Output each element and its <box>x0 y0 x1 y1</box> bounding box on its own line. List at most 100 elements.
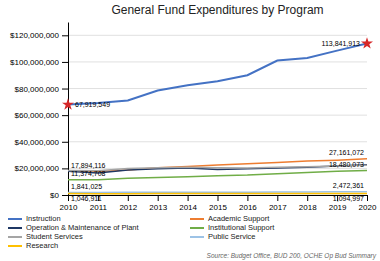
legend-item: Academic Support <box>190 214 270 223</box>
x-tick: 2016 <box>239 195 257 212</box>
markers <box>62 37 373 110</box>
title: General Fund Expenditures by Program <box>111 3 323 17</box>
x-tick: 2014 <box>179 195 197 212</box>
x-tick-mark <box>158 195 159 201</box>
x-tick-label: 2019 <box>329 203 347 212</box>
x-tick: 2017 <box>269 195 287 212</box>
y-tick: $20,000,000 <box>15 164 69 173</box>
x-tick: 2012 <box>119 195 137 212</box>
x-tick-label: 2013 <box>149 203 167 212</box>
x-tick: 2013 <box>149 195 167 212</box>
x-tick-mark <box>128 195 129 201</box>
legend-swatch <box>8 218 22 220</box>
legend-label: Research <box>26 241 58 250</box>
y-tick: $80,000,000 <box>15 85 69 94</box>
y-tick-label: $80,000,000 <box>15 85 60 94</box>
legend: Instruction Academic Support Operation & M… <box>8 214 275 250</box>
legend-swatch <box>8 236 22 238</box>
x-tick-label: 2016 <box>239 203 257 212</box>
x-tick-label: 2020 <box>359 203 377 212</box>
legend-label: Operation & Maintenance of Plant <box>26 223 139 232</box>
x-tick-mark <box>68 195 69 201</box>
plot-area: 2010 2011 2012 2013 2014 2015 2016 2017 2018 2019… <box>10 23 377 212</box>
y-tick-mark <box>62 89 68 90</box>
legend-item: Public Service <box>190 232 256 241</box>
x-tick-mark <box>307 195 308 201</box>
y-tick-label: $20,000,000 <box>15 164 60 173</box>
legend-item: Operation & Maintenance of Plant <box>8 223 139 232</box>
value-label: 2,472,361 <box>333 182 364 189</box>
star-marker <box>62 98 74 109</box>
x-tick-mark <box>367 195 368 201</box>
x-tick-label: 2011 <box>90 203 108 212</box>
series-line <box>68 165 367 170</box>
series-line <box>68 193 367 195</box>
grid-line <box>68 141 367 142</box>
value-label: 11,374,708 <box>71 170 106 177</box>
value-label: 18,480,073 <box>329 161 364 168</box>
legend-label: Academic Support <box>208 214 270 223</box>
value-label: 67,919,549 <box>75 101 110 108</box>
legend-item: Student Services <box>8 232 83 241</box>
legend-swatch <box>190 236 204 238</box>
y-axis-line <box>68 23 69 196</box>
value-labels: 67,919,549 17,894,11611,374,708 1,841,025 1… <box>71 40 364 202</box>
grid-line <box>68 35 367 36</box>
y-tick: $100,000,000 <box>10 58 68 67</box>
x-tick-label: 2015 <box>209 203 227 212</box>
x-tick-mark <box>277 195 278 201</box>
legend-label: Institutional Support <box>208 223 275 232</box>
y-tick-label: $120,000,000 <box>10 31 59 40</box>
legend-item: Research <box>8 241 58 250</box>
legend-label: Instruction <box>26 214 61 223</box>
y-tick-mark <box>62 115 68 116</box>
y-tick-mark <box>62 35 68 36</box>
x-tick-label: 2010 <box>60 203 78 212</box>
y-tick: $60,000,000 <box>15 111 69 120</box>
x-tick-mark <box>188 195 189 201</box>
value-label: 27,161,072 <box>329 149 364 156</box>
legend-swatch <box>8 245 22 247</box>
y-tick-mark <box>62 142 68 143</box>
x-tick: 2015 <box>209 195 227 212</box>
y-tick-mark <box>62 168 68 169</box>
legend-label: Public Service <box>208 232 256 241</box>
star-marker <box>361 37 373 48</box>
grid-line <box>68 88 367 89</box>
y-tick-label: $60,000,000 <box>15 111 60 120</box>
value-label: 17,894,116 <box>71 162 106 169</box>
series-line <box>68 170 367 179</box>
y-axis: $0 $20,000,000 $40,000,000 $60,000,000 $80,0… <box>10 23 68 201</box>
series-line <box>68 44 367 105</box>
legend-swatch <box>190 218 204 220</box>
y-tick-label: $0 <box>50 191 59 200</box>
x-tick: 2018 <box>299 195 317 212</box>
y-tick-label: $40,000,000 <box>15 138 60 147</box>
y-tick-mark <box>62 195 68 196</box>
x-tick-mark <box>247 195 248 201</box>
x-tick-mark <box>218 195 219 201</box>
source: Source: Budget Office, BUD 200, OCHE Op … <box>207 252 377 260</box>
legend-item: Institutional Support <box>190 223 275 232</box>
y-tick-mark <box>62 62 68 63</box>
y-tick-label: $100,000,000 <box>10 58 59 67</box>
chart: General Fund Expenditures by Program 2010… <box>0 0 380 261</box>
legend-item: Instruction <box>8 214 61 223</box>
value-label: 113,841,913 <box>322 40 361 47</box>
grid-line <box>68 61 367 62</box>
y-tick: $120,000,000 <box>10 31 68 40</box>
x-tick-label: 2017 <box>269 203 287 212</box>
y-tick: $40,000,000 <box>15 138 69 147</box>
y-tick: $0 <box>50 191 68 200</box>
lines <box>68 44 367 194</box>
x-tick-label: 2012 <box>119 203 137 212</box>
legend-swatch <box>8 227 22 229</box>
x-tick-label: 2018 <box>299 203 317 212</box>
series-line <box>68 191 367 193</box>
grid <box>68 35 367 195</box>
value-label: 1,841,025 <box>71 183 102 190</box>
x-axis: 2010 2011 2012 2013 2014 2015 2016 2017 2018 2019… <box>60 195 377 212</box>
legend-swatch <box>190 227 204 229</box>
value-label: 1,046,911 <box>71 195 102 202</box>
legend-label: Student Services <box>26 232 83 241</box>
